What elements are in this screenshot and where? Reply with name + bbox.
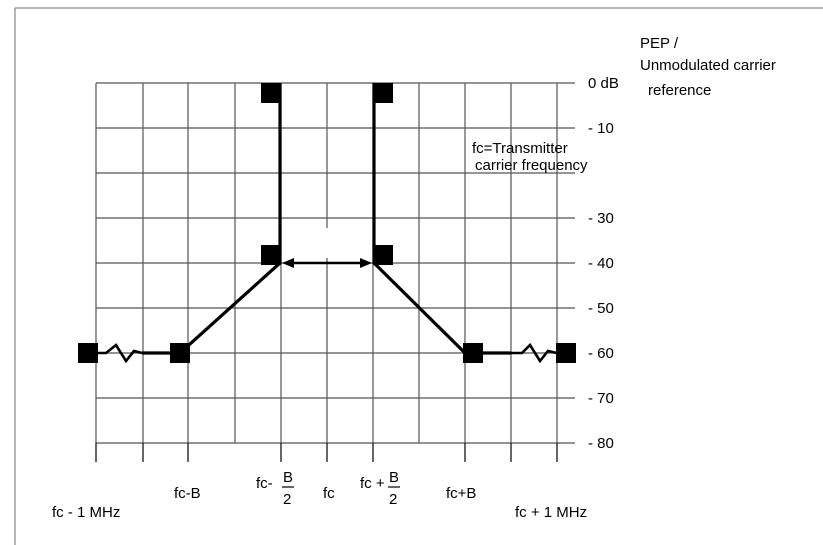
y-tick-label: - 40 <box>588 255 614 272</box>
mask-point-marker <box>78 343 98 363</box>
y-tick-label: - 50 <box>588 300 614 317</box>
bandwidth-arrow <box>282 258 372 268</box>
mask-point-marker <box>556 343 576 363</box>
grid-gap <box>300 228 350 258</box>
mask-line-left <box>142 83 282 355</box>
x-tick-label-part: 2 <box>283 491 291 508</box>
arrow-head-left <box>282 258 294 268</box>
x-tick-label-fc-minus-b: fc-B <box>174 485 201 502</box>
x-tick-label-part: 2 <box>389 491 397 508</box>
x-tick-label-fc-minus-b-half: fc- B 2 <box>256 469 294 508</box>
y-tick-label: - 60 <box>588 345 614 362</box>
y-axis-title-line-1: PEP / <box>640 35 679 52</box>
y-tick-label: - 70 <box>588 390 614 407</box>
y-tick-label: - 10 <box>588 120 614 137</box>
y-axis-title-line-2: Unmodulated carrier <box>640 57 776 74</box>
arrow-head-right <box>360 258 372 268</box>
mask-point-marker <box>170 343 190 363</box>
x-tick-label-part: fc- <box>256 475 273 492</box>
y-tick-label: - 80 <box>588 435 614 452</box>
x-tick-label-fc-plus-b-half: fc + B 2 <box>360 469 400 508</box>
mask-point-marker <box>373 83 393 103</box>
emission-mask <box>78 83 576 364</box>
mask-point-marker <box>261 245 281 265</box>
x-tick-label-fc: fc <box>323 485 335 502</box>
mask-break-right <box>511 342 558 364</box>
y-tick-label: - 30 <box>588 210 614 227</box>
mask-point-marker <box>373 245 393 265</box>
mask-point-marker <box>463 343 483 363</box>
x-tick-label-fc-plus-1mhz: fc + 1 MHz <box>515 504 587 521</box>
mask-point-marker <box>261 83 281 103</box>
x-tick-label-fc-plus-b: fc+B <box>446 485 476 502</box>
x-tick-label-part: fc + <box>360 475 385 492</box>
y-tick-label: 0 dB <box>588 75 619 92</box>
y-axis-title-line-3: reference <box>648 82 711 99</box>
mask-break-left <box>96 343 143 364</box>
annotation-line-1: fc=Transmitter <box>472 140 568 157</box>
tick-marks <box>95 443 558 462</box>
x-tick-label-part: B <box>389 469 399 486</box>
mask-line-right <box>372 83 511 355</box>
labels: 0 dB - 10 - 30 - 40 - 50 - 60 - 70 - 80 fc - 1 M… <box>52 75 619 521</box>
annotation-line-2: carrier frequency <box>475 157 588 174</box>
x-tick-label-fc-minus-1mhz: fc - 1 MHz <box>52 504 120 521</box>
x-tick-label-part: B <box>283 469 293 486</box>
